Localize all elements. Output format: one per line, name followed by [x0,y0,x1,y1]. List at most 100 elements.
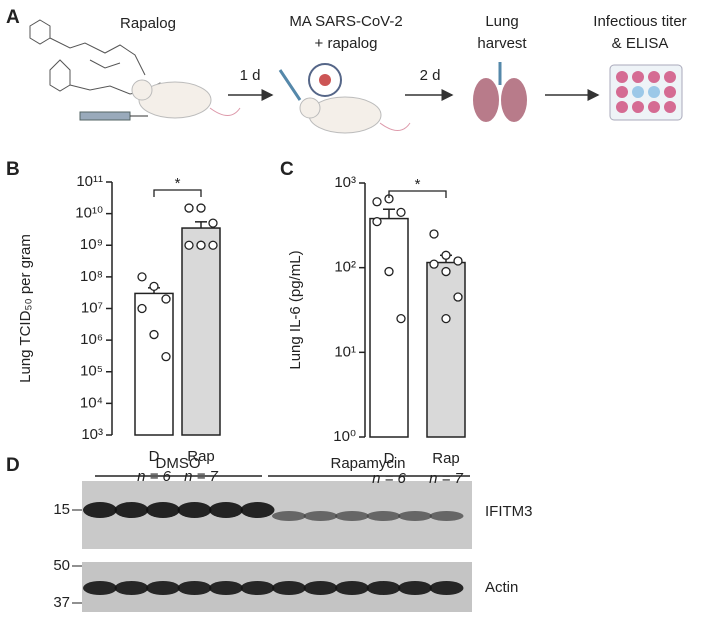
y-axis-label: Lung TCID₅₀ per gram [17,234,34,383]
data-point [149,329,159,340]
significance: * [175,175,181,192]
y-tick-label: 10³ [81,426,103,443]
y-axis-label: Lung IL-6 (pg/mL) [287,250,304,369]
panel-label: D [6,455,20,476]
y-tick-label: 10⁴ [80,394,103,411]
group-label: DMSO [156,455,201,472]
data-point [149,281,159,292]
well [664,86,676,98]
data-point [453,256,463,266]
marker-label: 37 [53,594,70,611]
data-point [184,203,194,213]
data-point [208,240,218,250]
band [366,581,401,595]
band [209,581,243,595]
band [209,502,243,518]
data-point [161,294,171,304]
well [632,101,644,113]
data-point [429,259,439,269]
n-label: n = 7 [429,470,463,487]
y-tick-label: 10³ [334,174,356,191]
step-text: Rapalog [120,15,176,32]
data-point [196,240,206,250]
data-point [396,313,406,324]
y-tick-label: 10¹¹ [76,173,103,190]
data-point [184,240,194,250]
plate-icon [609,64,683,121]
bar [426,261,466,438]
panel-label: B [6,159,20,180]
well [664,101,676,113]
x-tick-label: D [384,450,395,467]
well [616,71,628,83]
band [366,511,401,521]
band [177,502,212,518]
data-point [396,207,406,218]
n-label: n = 7 [184,468,218,485]
y-tick-label: 10¹ [334,343,356,360]
step-text: + rapalog [315,35,378,52]
band [146,581,180,595]
y-tick-label: 10⁷ [81,299,103,316]
data-point [441,266,451,277]
band [83,502,117,518]
well [648,86,660,98]
panel-label: C [280,159,294,180]
step-text: MA SARS-CoV-2 [289,13,402,30]
band [335,511,369,521]
data-point [161,352,171,362]
step-text: harvest [477,35,527,52]
band [303,581,338,595]
step-text: Infectious titer [593,13,686,30]
y-tick-label: 10⁶ [80,331,103,348]
syringe-icon [79,111,148,121]
band [114,581,149,595]
data-point [441,313,451,324]
y-tick-label: 10¹⁰ [75,205,103,222]
mouse-icon [299,96,411,134]
band [303,511,338,521]
significance-bracket [388,190,447,198]
well [616,86,628,98]
n-label: n = 6 [372,470,406,487]
lung-icon [473,62,527,122]
well [616,101,628,113]
y-tick-label: 10⁹ [80,236,103,253]
band [177,581,212,595]
step-text: Lung [485,13,518,30]
y-tick-label: 10⁵ [80,363,103,380]
well [632,86,644,98]
band [272,511,306,521]
band [240,502,275,518]
mouse-icon [131,79,241,119]
step-text: 2 d [420,67,441,84]
marker-label: 15 [53,501,70,518]
band-label: Actin [485,579,518,596]
group-label: Rapamycin [330,455,405,472]
band [83,581,117,595]
x-tick-label: Rap [432,450,460,467]
band-label: IFITM3 [485,503,533,520]
step-text: 1 d [240,67,261,84]
y-tick-label: 10⁸ [80,268,103,285]
x-tick-label: D [149,448,160,465]
well [664,71,676,83]
y-tick-label: 10² [334,259,356,276]
x-tick-label: Rap [187,448,215,465]
well [648,71,660,83]
band [146,502,180,518]
well [632,71,644,83]
band [272,581,306,595]
data-point [372,216,382,227]
bar [181,227,221,436]
data-point [372,197,382,207]
y-tick-label: 10⁰ [333,428,356,445]
data-point [384,266,394,277]
significance-bracket [153,189,202,197]
step-text: & ELISA [612,35,669,52]
molecule-drawing [29,19,171,95]
data-point [196,203,206,213]
data-point [453,292,463,302]
bar [369,217,409,438]
band [335,581,369,595]
